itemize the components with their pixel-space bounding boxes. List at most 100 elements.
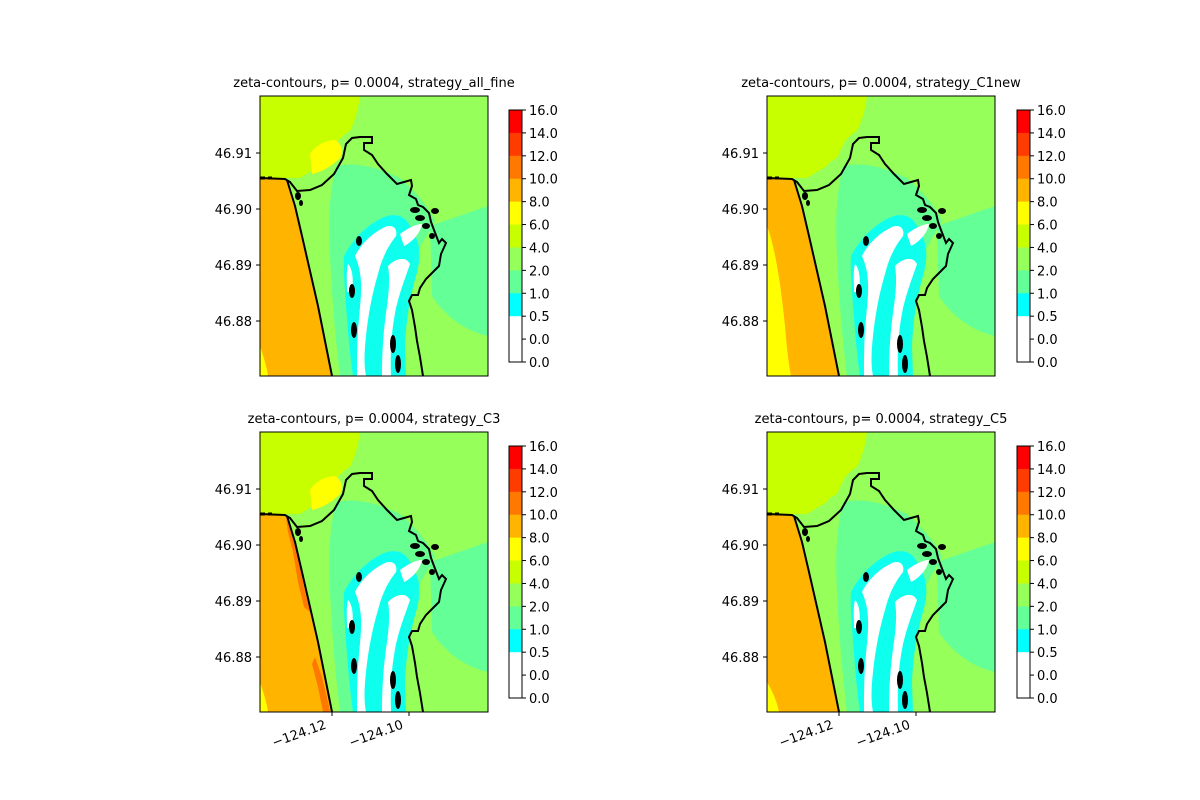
map-layer xyxy=(260,96,488,376)
subplot-C1new: zeta-contours, p= 0.0004, strategy_C1new… xyxy=(722,76,1066,377)
y-tick-label: 46.91 xyxy=(215,147,252,162)
y-tick-label: 46.88 xyxy=(722,651,759,666)
colorbar-tick-label: 0.0 xyxy=(1037,669,1058,684)
coastline xyxy=(260,472,448,712)
axes-frame xyxy=(259,95,489,377)
island-mark xyxy=(356,572,362,582)
ocean-field xyxy=(260,178,332,376)
outer-coastline xyxy=(286,515,333,712)
y-tick-label: 46.91 xyxy=(215,483,252,498)
colorbar-tick-label: 6.0 xyxy=(529,219,550,234)
colorbar-band xyxy=(509,132,522,157)
island-mark xyxy=(806,200,810,206)
colorbar-band xyxy=(1017,583,1030,607)
east-field xyxy=(937,542,995,672)
colorbar-frame xyxy=(508,445,523,699)
island-mark xyxy=(422,559,430,565)
coastline xyxy=(260,136,448,376)
island-mark xyxy=(351,658,357,674)
island-mark xyxy=(415,551,425,557)
island-mark xyxy=(802,192,808,200)
island-mark xyxy=(922,215,932,221)
island-mark xyxy=(922,551,932,557)
island-mark xyxy=(917,543,927,549)
outer-coastline xyxy=(793,515,840,712)
colorbar-tick-label: 8.0 xyxy=(529,532,550,547)
colorbar-tick-label: 16.0 xyxy=(529,104,558,119)
subplot-title: zeta-contours, p= 0.0004, strategy_all_f… xyxy=(233,76,514,91)
colorbar-band xyxy=(509,270,522,294)
colorbar-band xyxy=(1017,629,1030,653)
subplot-C5: zeta-contours, p= 0.0004, strategy_C5 46.… xyxy=(722,412,1066,751)
colorbar-tick-label: 12.0 xyxy=(1037,150,1066,165)
colorbar-tick-label: 0.5 xyxy=(1037,646,1058,661)
ocean-yellow-band xyxy=(260,346,268,376)
ocean-yellow-band xyxy=(767,226,791,376)
channel-white xyxy=(907,224,929,246)
colorbar-tick-label: 14.0 xyxy=(529,127,558,142)
colorbar-tick-label: 6.0 xyxy=(1037,219,1058,234)
colorbar-tick-label: 4.0 xyxy=(1037,577,1058,592)
colorbar-tick-label: 14.0 xyxy=(1037,127,1066,142)
island-mark xyxy=(897,335,903,353)
island-mark xyxy=(299,536,303,542)
colorbar-tick-label: 2.0 xyxy=(1037,264,1058,279)
colorbar-band xyxy=(509,468,522,493)
colorbar-tick-label: 12.0 xyxy=(529,486,558,501)
island-mark xyxy=(929,559,937,565)
colorbar-tick-label: 1.0 xyxy=(1037,623,1058,638)
island-mark xyxy=(863,572,869,582)
colorbar-band xyxy=(509,155,522,180)
colorbar-tick-label: 10.0 xyxy=(529,173,558,188)
colorbar-tick-label: 0.0 xyxy=(529,692,550,707)
colorbar-band xyxy=(509,606,522,630)
colorbar-band xyxy=(1017,110,1030,134)
colorbar-tick-label: 12.0 xyxy=(529,150,558,165)
colorbar-tick-label: 14.0 xyxy=(1037,463,1066,478)
subplot-title: zeta-contours, p= 0.0004, strategy_C1new xyxy=(741,76,1021,91)
y-tick-label: 46.89 xyxy=(215,595,252,610)
channel-white xyxy=(907,560,929,582)
colorbar-band xyxy=(1017,201,1030,226)
colorbar-tick-label: 2.0 xyxy=(1037,600,1058,615)
colorbar-frame xyxy=(1016,109,1031,363)
colorbar-frame xyxy=(508,109,523,363)
colorbar-band xyxy=(1017,537,1030,562)
colorbar-band xyxy=(1017,606,1030,630)
colorbar-band xyxy=(509,583,522,607)
y-tick-label: 46.89 xyxy=(215,259,252,274)
island-mark xyxy=(299,200,303,206)
east-field xyxy=(937,206,995,336)
colorbar-tick-label: 6.0 xyxy=(1037,555,1058,570)
colorbar-tick-label: 0.0 xyxy=(1037,692,1058,707)
y-tick-label: 46.88 xyxy=(215,651,252,666)
ocean-orange-strip xyxy=(312,657,330,712)
yellow-patch xyxy=(310,476,343,510)
island-mark xyxy=(390,335,396,353)
colorbar-tick-label: 0.0 xyxy=(1037,356,1058,371)
island-mark xyxy=(917,207,927,213)
island-mark xyxy=(349,620,355,634)
island-mark xyxy=(897,671,903,689)
colorbar-tick-label: 0.5 xyxy=(529,646,550,661)
island-mark xyxy=(902,691,908,709)
colorbar-tick-label: 10.0 xyxy=(529,509,558,524)
island-mark xyxy=(295,192,301,200)
channel-white xyxy=(400,560,422,582)
colorbar-tick-label: 0.0 xyxy=(529,356,550,371)
island-mark xyxy=(856,620,862,634)
colorbar-band xyxy=(1017,468,1030,493)
colorbar-tick-label: 2.0 xyxy=(529,264,550,279)
subplot-title: zeta-contours, p= 0.0004, strategy_C5 xyxy=(755,412,1008,427)
island-mark xyxy=(410,543,420,549)
colorbar-band xyxy=(1017,316,1030,340)
channel-white xyxy=(355,562,397,712)
colorbar-tick-label: 0.5 xyxy=(1037,310,1058,325)
colorbar-band xyxy=(509,293,522,317)
colorbar-band xyxy=(1017,247,1030,271)
colorbar-band xyxy=(509,201,522,226)
map-layer xyxy=(767,432,995,712)
coastline xyxy=(767,472,955,712)
y-tick-label: 46.91 xyxy=(722,483,759,498)
